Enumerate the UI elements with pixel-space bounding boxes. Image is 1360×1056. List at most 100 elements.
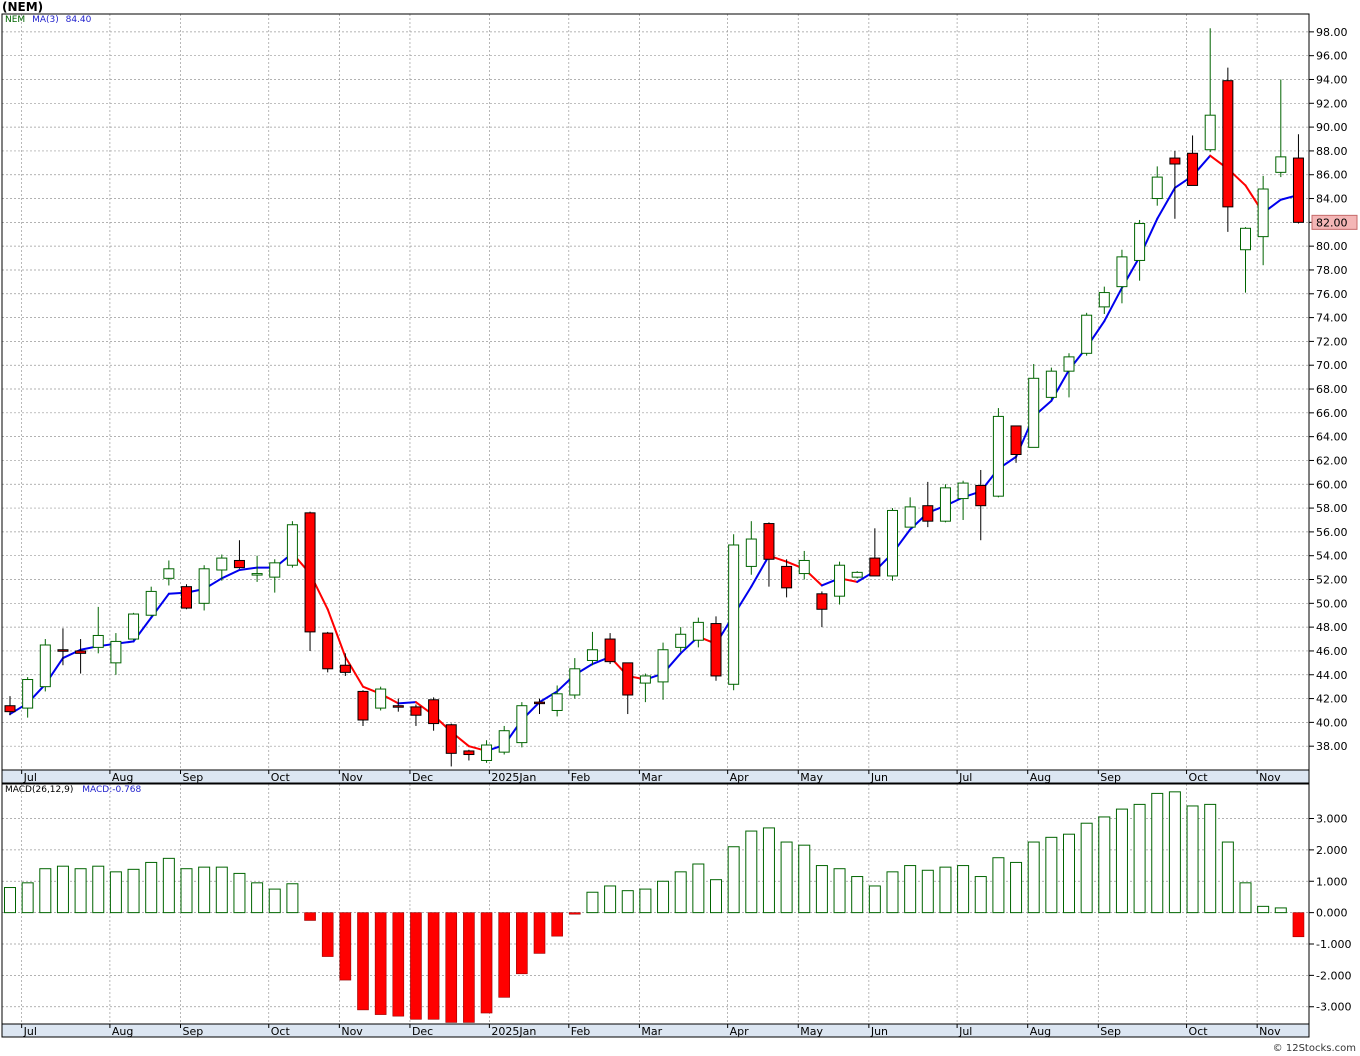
candle-body-45 [798,559,810,575]
price-legend: NEM MA(3) 84.40 [5,15,91,25]
candle-body-32 [569,668,581,696]
price-x-axis-label-8: Mar [641,771,662,784]
macd-bar-35 [621,890,634,914]
candle-70 [1240,227,1251,293]
candle-body-1 [22,679,34,709]
candle-body-10 [181,586,192,609]
candle-41 [728,534,740,691]
candle-body-25 [445,724,457,754]
candle-body-40 [710,623,722,677]
candle-72 [1275,79,1287,178]
candle-43 [763,522,775,587]
candle-30 [534,698,545,715]
candle-15 [269,559,281,593]
macd-bar-18 [321,912,334,957]
candle-56 [992,408,1004,498]
candle-body-41 [728,544,740,685]
candle-body-57 [1010,425,1022,456]
candle-body-12 [216,557,228,571]
macd-bar-49 [868,885,881,914]
macd-bar-12 [215,866,228,914]
macd-bar-17 [304,912,316,921]
price-ytick-label-20: 78.00 [1316,264,1348,277]
ma-segment-13 [220,568,241,580]
price-ytick-label-30: 98.00 [1316,26,1348,39]
candle-body-6 [110,640,122,664]
macd-ytick-label-0: -3.000 [1316,1001,1351,1014]
macd-bar-26 [463,912,475,1023]
candle-body-27 [481,744,493,761]
candle-7 [128,612,140,641]
macd-bar-58 [1027,841,1040,914]
price-ytick-label-28: 94.00 [1316,73,1348,86]
macd-bar-69 [1221,841,1234,914]
price-x-axis-label-13: Aug [1030,771,1051,784]
macd-ytick-label-2: -1.000 [1316,938,1351,951]
candle-39 [692,617,704,648]
macd-bar-3 [56,865,69,914]
candle-12 [216,554,228,581]
macd-x-axis-label-1: Aug [112,1025,133,1038]
candle-body-20 [357,690,369,721]
macd-x-axis-label-12: Jul [958,1025,972,1038]
price-ytick-label-0: 38.00 [1316,740,1348,753]
price-ytick-label-19: 76.00 [1316,288,1348,301]
macd-bar-10 [180,868,193,914]
candle-body-5 [92,634,104,648]
symbol-label: NEM [5,15,26,25]
price-ytick-label-1: 40.00 [1316,716,1348,729]
candle-47 [834,561,846,605]
candle-body-70 [1240,227,1251,251]
candle-body-29 [516,705,528,744]
macd-bar-2 [39,868,52,914]
candle-49 [869,528,881,577]
candle-44 [781,559,793,598]
price-ytick-label-6: 50.00 [1316,597,1348,610]
macd-bar-27 [480,912,493,1014]
candle-body-22 [392,705,404,708]
candle-body-59 [1045,370,1057,398]
ma-segment-43 [750,554,770,588]
candle-37 [657,642,669,700]
macd-bar-70 [1239,882,1252,914]
candle-body-62 [1098,292,1110,308]
macd-x-axis-label-14: Sep [1100,1025,1121,1038]
macd-x-axis-label-16: Nov [1259,1025,1281,1038]
price-x-axis-label-15: Oct [1189,771,1209,784]
macd-bar-6 [109,871,122,914]
macd-value: -0.768 [112,785,142,795]
candle-66 [1169,150,1181,219]
macd-panel-frame [1,783,1310,1025]
macd-bar-15 [268,888,281,914]
macd-bar-72 [1274,907,1287,914]
last-price-box [1311,214,1358,230]
candle-body-16 [286,524,298,566]
macd-bar-29 [516,912,528,975]
price-x-axis-label-5: Dec [412,771,433,784]
candle-17 [304,511,316,651]
macd-x-axis-label-7: Feb [571,1025,590,1038]
candle-body-43 [763,523,775,560]
macd-bar-40 [710,879,722,914]
candle-body-69 [1222,80,1234,208]
price-ytick-label-8: 54.00 [1316,550,1348,563]
candle-body-48 [851,571,863,578]
macd-bar-61 [1080,822,1093,914]
macd-ytick-label-4: 1.000 [1316,875,1348,888]
macd-bar-37 [657,880,670,914]
candle-body-72 [1275,156,1287,173]
last-price-label: 82.00 [1316,216,1348,229]
candle-73 [1292,134,1304,224]
ma-segment-19 [326,608,347,658]
candle-71 [1257,175,1269,266]
price-ytick-label-7: 52.00 [1316,574,1348,587]
candle-57 [1010,425,1022,463]
candle-body-73 [1292,157,1304,223]
candle-body-23 [410,706,422,716]
price-x-axis-label-4: Nov [341,771,363,784]
candle-11 [198,565,210,611]
macd-bar-19 [339,912,352,981]
candle-body-49 [869,557,881,577]
price-ytick-label-25: 88.00 [1316,145,1348,158]
